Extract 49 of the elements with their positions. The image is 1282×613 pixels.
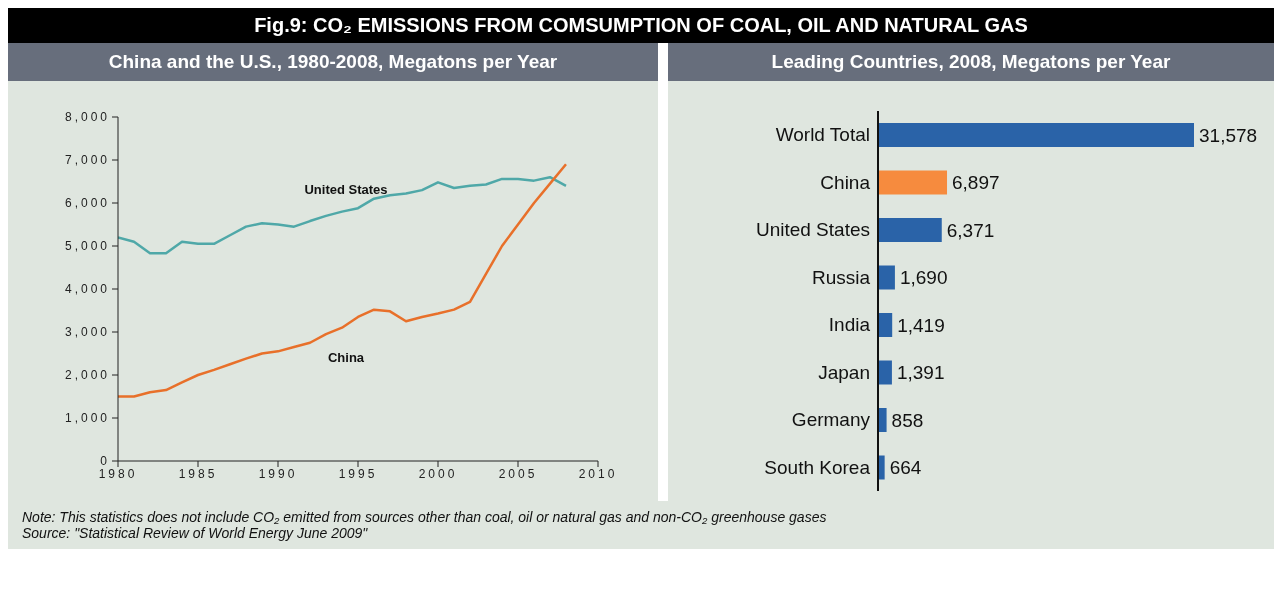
text: Fig.9: CO₂ EMISSIONS FROM COMSUMPTION OF COAL, OIL AND NATURAL GAS <box>254 14 1028 36</box>
x-tick-label: 2005 <box>498 466 538 481</box>
data-label: 31,578 <box>1199 124 1258 146</box>
series-label: United States <box>304 181 388 197</box>
data-label: 1,419 <box>897 314 945 336</box>
bar <box>878 408 887 432</box>
x-tick-label: 1980 <box>98 466 138 481</box>
y-tick-label: 0 <box>100 454 110 469</box>
data-label: 1,690 <box>899 267 948 289</box>
y-tick-label: 6,000 <box>64 196 110 211</box>
source-note: Source: "Statistical Review of World Energy June 2009" <box>22 525 368 541</box>
y-tick-label: 5,000 <box>64 239 110 254</box>
chart-subtitle: China and the U.S., 1980-2008, Megatons per Year <box>108 51 558 72</box>
y-tick-label: 3,000 <box>64 325 110 340</box>
y-tick-label: South Korea <box>764 456 871 478</box>
bar <box>878 123 1194 147</box>
y-tick-label: 2,000 <box>64 368 110 383</box>
x-tick-label: 1995 <box>338 466 378 481</box>
y-tick-label: 7,000 <box>64 153 110 168</box>
data-label: 6,897 <box>952 172 1000 194</box>
y-tick-label: 4,000 <box>64 282 110 297</box>
data-label: 6,371 <box>946 219 995 241</box>
data-label: 664 <box>889 457 922 479</box>
x-tick-label: 1985 <box>178 466 218 481</box>
y-tick-label: Germany <box>791 409 871 431</box>
bar <box>878 313 893 337</box>
x-tick-label: 1990 <box>258 466 298 481</box>
bar <box>878 170 948 195</box>
bar <box>878 218 942 242</box>
y-tick-label: China <box>820 171 871 193</box>
y-tick-label: Russia <box>811 266 871 288</box>
text: Note: This statistics does not include CO₂ emitted from sources other than coal, oil or natural gas and non-CO₂ greenhouse gases <box>22 509 827 525</box>
data-label: 858 <box>891 409 924 431</box>
bar <box>878 265 895 290</box>
y-tick-label: 8,000 <box>64 110 110 125</box>
y-tick-label: World Total <box>775 124 870 146</box>
line-series <box>118 163 568 398</box>
line-series <box>118 175 568 255</box>
chart-subtitle: Leading Countries, 2008, Megatons per Year <box>771 51 1171 72</box>
data-label: 1,391 <box>896 362 945 384</box>
bar <box>878 360 892 385</box>
y-tick-label: India <box>828 314 871 336</box>
bar <box>878 455 885 480</box>
x-tick-label: 2000 <box>418 466 458 481</box>
series-label: China <box>327 350 365 366</box>
y-tick-label: Japan <box>818 361 870 383</box>
y-tick-label: 1,000 <box>64 411 110 426</box>
x-tick-label: 2010 <box>578 466 618 481</box>
y-tick-label: United States <box>755 219 870 241</box>
